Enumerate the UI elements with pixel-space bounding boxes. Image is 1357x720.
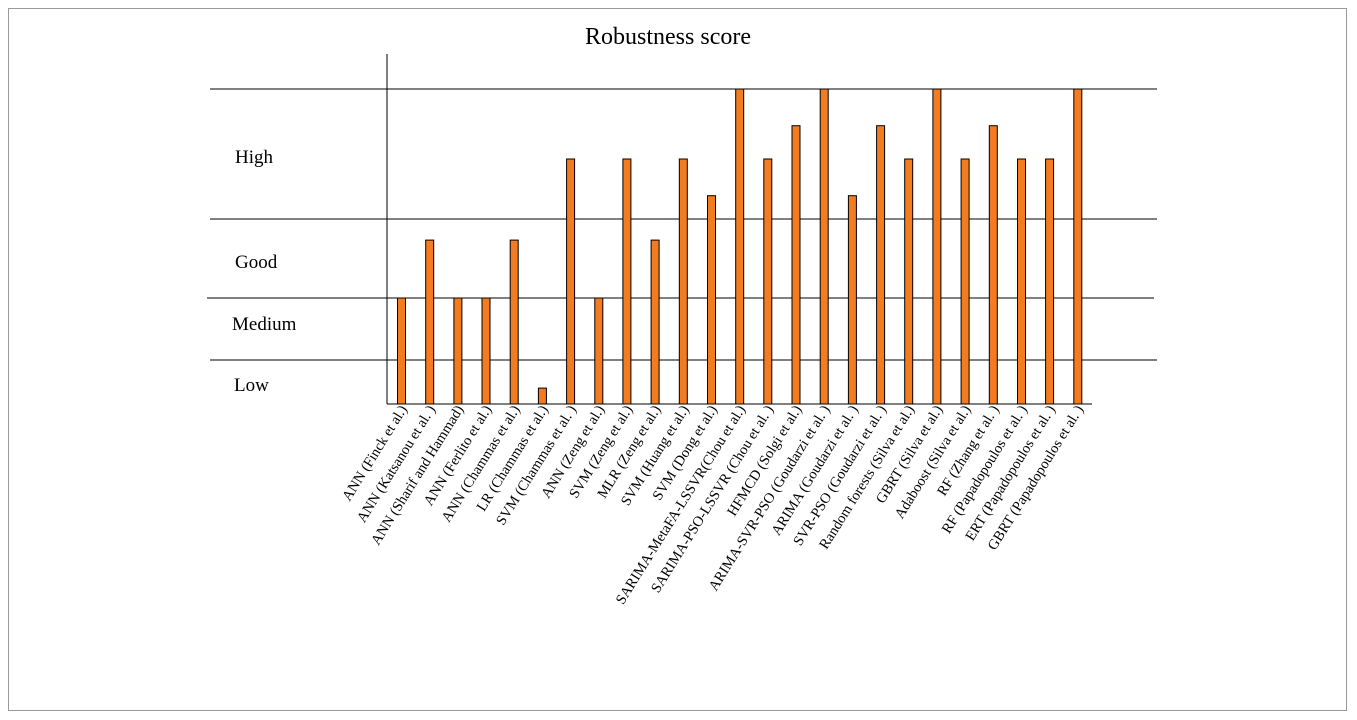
bar [425, 239, 435, 405]
bar [904, 158, 914, 405]
bar [1017, 158, 1026, 405]
bar [988, 125, 998, 405]
bar [735, 88, 745, 405]
level-labels: Low Medium Good High [232, 147, 297, 396]
bar [453, 297, 463, 405]
bar [397, 297, 406, 405]
bar [819, 88, 829, 405]
bar [537, 387, 547, 405]
bar [847, 195, 857, 405]
bar [594, 297, 604, 405]
bar [678, 158, 688, 405]
level-label-good: Good [235, 252, 278, 273]
bar [960, 158, 970, 405]
bar [876, 125, 886, 405]
bar [650, 239, 660, 405]
bar [932, 88, 942, 405]
bar [481, 297, 491, 405]
bar [622, 158, 632, 405]
bar [1045, 158, 1055, 405]
level-label-low: Low [234, 375, 269, 396]
bar [707, 195, 716, 405]
chart-title: Robustness score [585, 24, 751, 50]
x-tick-labels: ANN (Finck et al.)ANN (Katsanou et al. )… [339, 402, 1087, 607]
bar [791, 125, 801, 405]
bar [763, 158, 773, 405]
level-label-high: High [235, 147, 274, 168]
bar [1073, 88, 1083, 405]
level-label-medium: Medium [232, 314, 297, 335]
bar [566, 158, 576, 405]
bars [397, 88, 1083, 405]
bar [509, 239, 519, 405]
